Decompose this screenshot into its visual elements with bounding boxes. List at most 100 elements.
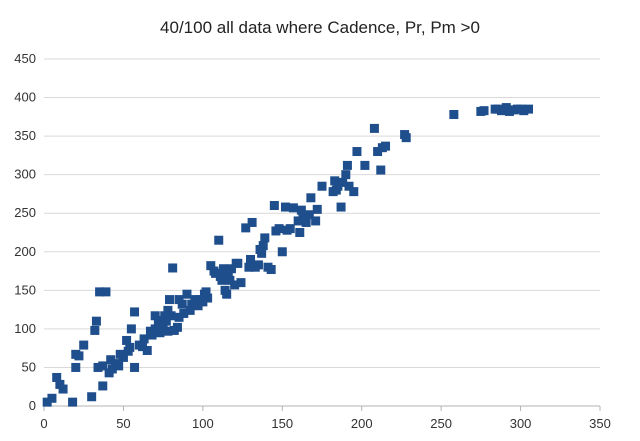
data-point xyxy=(174,295,184,305)
data-point xyxy=(163,326,173,336)
y-tick-label: 450 xyxy=(14,51,36,66)
data-point xyxy=(160,311,170,321)
data-point xyxy=(95,287,105,297)
y-tick-label: 400 xyxy=(14,90,36,105)
data-point xyxy=(91,316,101,326)
data-point xyxy=(225,275,235,285)
data-point xyxy=(163,305,173,315)
data-point xyxy=(161,316,171,326)
data-point xyxy=(172,322,182,332)
data-point xyxy=(333,181,343,191)
data-point xyxy=(114,361,124,371)
data-point xyxy=(266,265,276,275)
data-point xyxy=(241,223,251,233)
data-point xyxy=(341,170,351,180)
y-tick-label: 50 xyxy=(22,359,36,374)
data-point xyxy=(342,160,352,170)
y-tick-label: 150 xyxy=(14,282,36,297)
data-point xyxy=(360,160,370,170)
x-tick-label: 300 xyxy=(510,416,532,431)
data-point xyxy=(304,210,314,220)
data-point xyxy=(312,204,322,214)
data-point xyxy=(193,301,203,311)
data-point xyxy=(90,325,100,335)
data-point xyxy=(168,263,178,273)
data-point xyxy=(150,324,160,334)
y-tick-label: 350 xyxy=(14,128,36,143)
data-point xyxy=(336,202,346,212)
data-point xyxy=(198,297,208,307)
data-point xyxy=(211,268,221,278)
y-tick-label: 100 xyxy=(14,321,36,336)
data-point xyxy=(185,305,195,315)
data-point xyxy=(296,205,306,215)
x-tick-label: 0 xyxy=(40,416,47,431)
data-point xyxy=(155,328,165,338)
data-point xyxy=(107,364,117,374)
data-point xyxy=(214,235,224,245)
data-point xyxy=(330,176,340,186)
y-tick-label: 250 xyxy=(14,205,36,220)
y-tick-label: 0 xyxy=(29,398,36,413)
data-point xyxy=(338,177,348,187)
data-point xyxy=(177,299,187,309)
data-point xyxy=(449,110,459,120)
data-point xyxy=(52,372,62,382)
data-point xyxy=(201,287,211,297)
data-point xyxy=(497,106,507,116)
data-point xyxy=(298,211,308,221)
data-point xyxy=(349,187,359,197)
data-point xyxy=(74,351,84,361)
data-point xyxy=(187,299,197,309)
data-point xyxy=(71,362,81,372)
data-point xyxy=(269,201,279,211)
chart-title: 40/100 all data where Cadence, Pr, Pm >0 xyxy=(160,18,480,37)
data-point xyxy=(93,362,103,372)
data-point xyxy=(376,165,386,175)
data-point xyxy=(226,264,236,274)
data-point xyxy=(206,261,216,271)
data-point xyxy=(317,181,327,191)
x-tick-label: 100 xyxy=(192,416,214,431)
data-point xyxy=(79,340,89,350)
data-point xyxy=(47,393,57,403)
data-point xyxy=(150,311,160,321)
data-point xyxy=(101,287,111,297)
data-point xyxy=(479,106,489,116)
data-point xyxy=(219,264,229,274)
data-point xyxy=(274,224,284,234)
data-point xyxy=(247,217,257,227)
data-point xyxy=(42,397,52,407)
data-point xyxy=(369,123,379,133)
data-point xyxy=(288,203,298,213)
data-point xyxy=(295,228,305,237)
y-tick-label: 300 xyxy=(14,167,36,182)
data-point xyxy=(130,307,140,317)
data-point xyxy=(301,217,311,227)
data-point xyxy=(246,254,256,264)
data-point xyxy=(230,280,240,290)
data-point xyxy=(106,355,116,365)
data-point xyxy=(223,270,233,280)
data-point xyxy=(260,233,270,243)
data-point xyxy=(130,362,140,372)
data-point xyxy=(153,315,163,325)
data-point xyxy=(68,397,78,407)
data-point xyxy=(277,247,287,257)
data-point xyxy=(164,295,174,305)
data-point xyxy=(179,308,189,318)
data-point xyxy=(98,381,108,391)
data-point xyxy=(344,181,354,191)
data-point xyxy=(118,352,128,362)
x-tick-label: 350 xyxy=(589,416,611,431)
data-point xyxy=(87,392,97,402)
data-point xyxy=(401,133,411,143)
y-tick-label: 200 xyxy=(14,244,36,259)
x-tick-label: 200 xyxy=(351,416,373,431)
data-point xyxy=(142,345,152,355)
data-point xyxy=(174,312,184,322)
data-point xyxy=(352,147,362,157)
data-point xyxy=(257,248,267,258)
data-point xyxy=(55,379,65,389)
